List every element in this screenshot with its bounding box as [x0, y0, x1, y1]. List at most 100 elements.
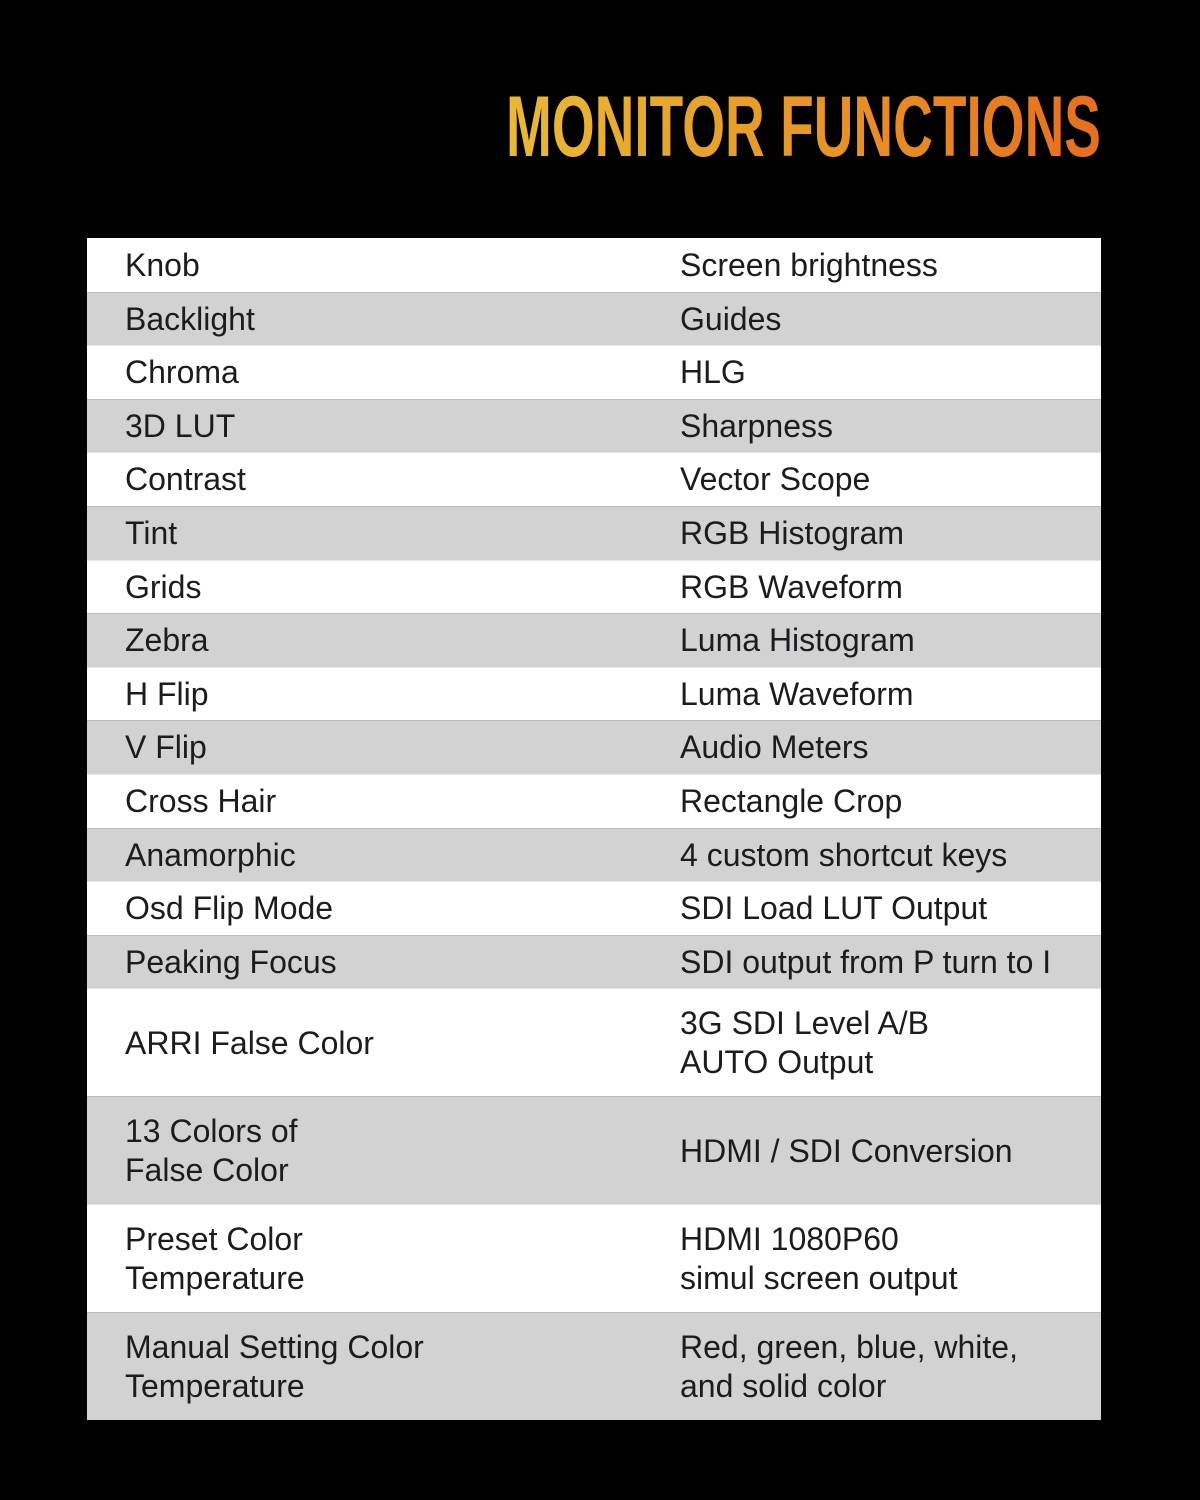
feature-cell: Manual Setting Color Temperature	[125, 1328, 680, 1405]
table-row: Osd Flip Mode SDI Load LUT Output	[87, 881, 1101, 935]
table-row: Chroma HLG	[87, 345, 1101, 399]
description-line: SDI Load LUT Output	[680, 890, 988, 927]
table-row: Peaking Focus SDI output from P turn to I	[87, 934, 1101, 989]
feature-cell: Peaking Focus	[125, 943, 680, 981]
feature-line: Osd Flip Mode	[125, 890, 334, 927]
description-line: simul screen output	[680, 1259, 958, 1296]
feature-cell: H Flip	[125, 675, 680, 713]
description-cell: 4 custom shortcut keys	[680, 836, 1101, 874]
description-line: 3G SDI Level A/B	[680, 1005, 930, 1042]
table-row: Anamorphic 4 custom shortcut keys	[87, 827, 1101, 882]
feature-line: Temperature	[125, 1259, 305, 1296]
table-row: Backlight Guides	[87, 291, 1101, 346]
description-line: HDMI / SDI Conversion	[680, 1132, 1013, 1169]
table-row: Manual Setting Color Temperature Red, gree…	[87, 1312, 1101, 1421]
feature-cell: Grids	[125, 568, 680, 606]
table-row: Contrast Vector Scope	[87, 452, 1101, 506]
description-line: Audio Meters	[680, 729, 869, 766]
table-row: Knob Screen brightness	[87, 238, 1101, 292]
table-row: H Flip Luma Waveform	[87, 666, 1101, 721]
feature-line: Temperature	[125, 1367, 305, 1404]
description-cell: HDMI / SDI Conversion	[680, 1132, 1101, 1170]
description-line: Sharpness	[680, 407, 833, 444]
description-cell: SDI output from P turn to I	[680, 943, 1101, 981]
description-line: Red, green, blue, white,	[680, 1329, 1018, 1366]
table-row: V Flip Audio Meters	[87, 720, 1101, 774]
page-title-text: MONITOR FUNCTIONS	[506, 92, 1101, 170]
description-cell: Red, green, blue, white, and solid color	[680, 1328, 1101, 1405]
table-row: 13 Colors of False Color HDMI / SDI Conver…	[87, 1096, 1101, 1205]
feature-cell: Tint	[125, 514, 680, 552]
description-cell: Guides	[680, 300, 1101, 338]
description-line: RGB Histogram	[680, 515, 905, 552]
feature-line: Anamorphic	[125, 836, 296, 873]
table-row: Zebra Luma Histogram	[87, 613, 1101, 667]
feature-cell: Contrast	[125, 460, 680, 498]
feature-line: False Color	[125, 1151, 289, 1188]
feature-line: Tint	[125, 515, 178, 552]
feature-cell: 13 Colors of False Color	[125, 1112, 680, 1189]
table-row: Cross Hair Rectangle Crop	[87, 773, 1101, 828]
description-cell: HDMI 1080P60 simul screen output	[680, 1220, 1101, 1297]
description-line: Luma Waveform	[680, 675, 914, 712]
feature-cell: ARRI False Color	[125, 1024, 680, 1062]
feature-cell: Backlight	[125, 300, 680, 338]
feature-cell: Zebra	[125, 621, 680, 659]
description-line: Rectangle Crop	[680, 783, 903, 820]
feature-line: V Flip	[125, 729, 207, 766]
feature-cell: Cross Hair	[125, 782, 680, 820]
feature-line: Preset Color	[125, 1221, 303, 1258]
feature-line: Zebra	[125, 622, 209, 659]
table-row: Grids RGB Waveform	[87, 559, 1101, 614]
feature-cell: Anamorphic	[125, 836, 680, 874]
description-cell: 3G SDI Level A/B AUTO Output	[680, 1004, 1101, 1081]
feature-line: H Flip	[125, 675, 209, 712]
feature-cell: V Flip	[125, 728, 680, 766]
feature-line: Backlight	[125, 300, 255, 337]
description-line: Screen brightness	[680, 246, 938, 283]
feature-cell: Knob	[125, 246, 680, 284]
feature-line: Cross Hair	[125, 783, 277, 820]
feature-line: Knob	[125, 246, 200, 283]
description-line: SDI output from P turn to I	[680, 943, 1052, 980]
table-row: 3D LUT Sharpness	[87, 398, 1101, 453]
description-line: RGB Waveform	[680, 568, 903, 605]
table-row: Tint RGB Histogram	[87, 505, 1101, 560]
feature-line: Manual Setting Color	[125, 1329, 424, 1366]
description-cell: Sharpness	[680, 407, 1101, 445]
description-line: Vector Scope	[680, 461, 871, 498]
description-cell: Audio Meters	[680, 728, 1101, 766]
description-line: 4 custom shortcut keys	[680, 836, 1008, 873]
description-cell: Luma Waveform	[680, 675, 1101, 713]
table-row: Preset Color Temperature HDMI 1080P60 simul…	[87, 1204, 1101, 1313]
description-line: Guides	[680, 300, 782, 337]
description-cell: Vector Scope	[680, 460, 1101, 498]
feature-cell: Chroma	[125, 353, 680, 391]
description-cell: RGB Histogram	[680, 514, 1101, 552]
description-cell: Screen brightness	[680, 246, 1101, 284]
feature-line: Peaking Focus	[125, 943, 337, 980]
feature-line: 3D LUT	[125, 407, 236, 444]
description-cell: Luma Histogram	[680, 621, 1101, 659]
feature-line: ARRI False Color	[125, 1024, 374, 1061]
feature-cell: 3D LUT	[125, 407, 680, 445]
feature-line: 13 Colors of	[125, 1113, 298, 1150]
feature-cell: Preset Color Temperature	[125, 1220, 680, 1297]
description-line: HLG	[680, 354, 746, 391]
description-line: and solid color	[680, 1367, 887, 1404]
monitor-functions-table: Knob Screen brightness Backlight Guides Chro…	[87, 238, 1101, 1421]
feature-line: Chroma	[125, 354, 239, 391]
description-cell: SDI Load LUT Output	[680, 889, 1101, 927]
page-title: MONITOR FUNCTIONS	[501, 92, 1101, 170]
description-cell: HLG	[680, 353, 1101, 391]
description-line: HDMI 1080P60	[680, 1221, 899, 1258]
feature-line: Contrast	[125, 461, 246, 498]
feature-line: Grids	[125, 568, 202, 605]
description-cell: RGB Waveform	[680, 568, 1101, 606]
description-line: AUTO Output	[680, 1043, 874, 1080]
table-row: ARRI False Color 3G SDI Level A/B AUTO Out…	[87, 988, 1101, 1097]
feature-cell: Osd Flip Mode	[125, 889, 680, 927]
description-line: Luma Histogram	[680, 622, 915, 659]
description-cell: Rectangle Crop	[680, 782, 1101, 820]
